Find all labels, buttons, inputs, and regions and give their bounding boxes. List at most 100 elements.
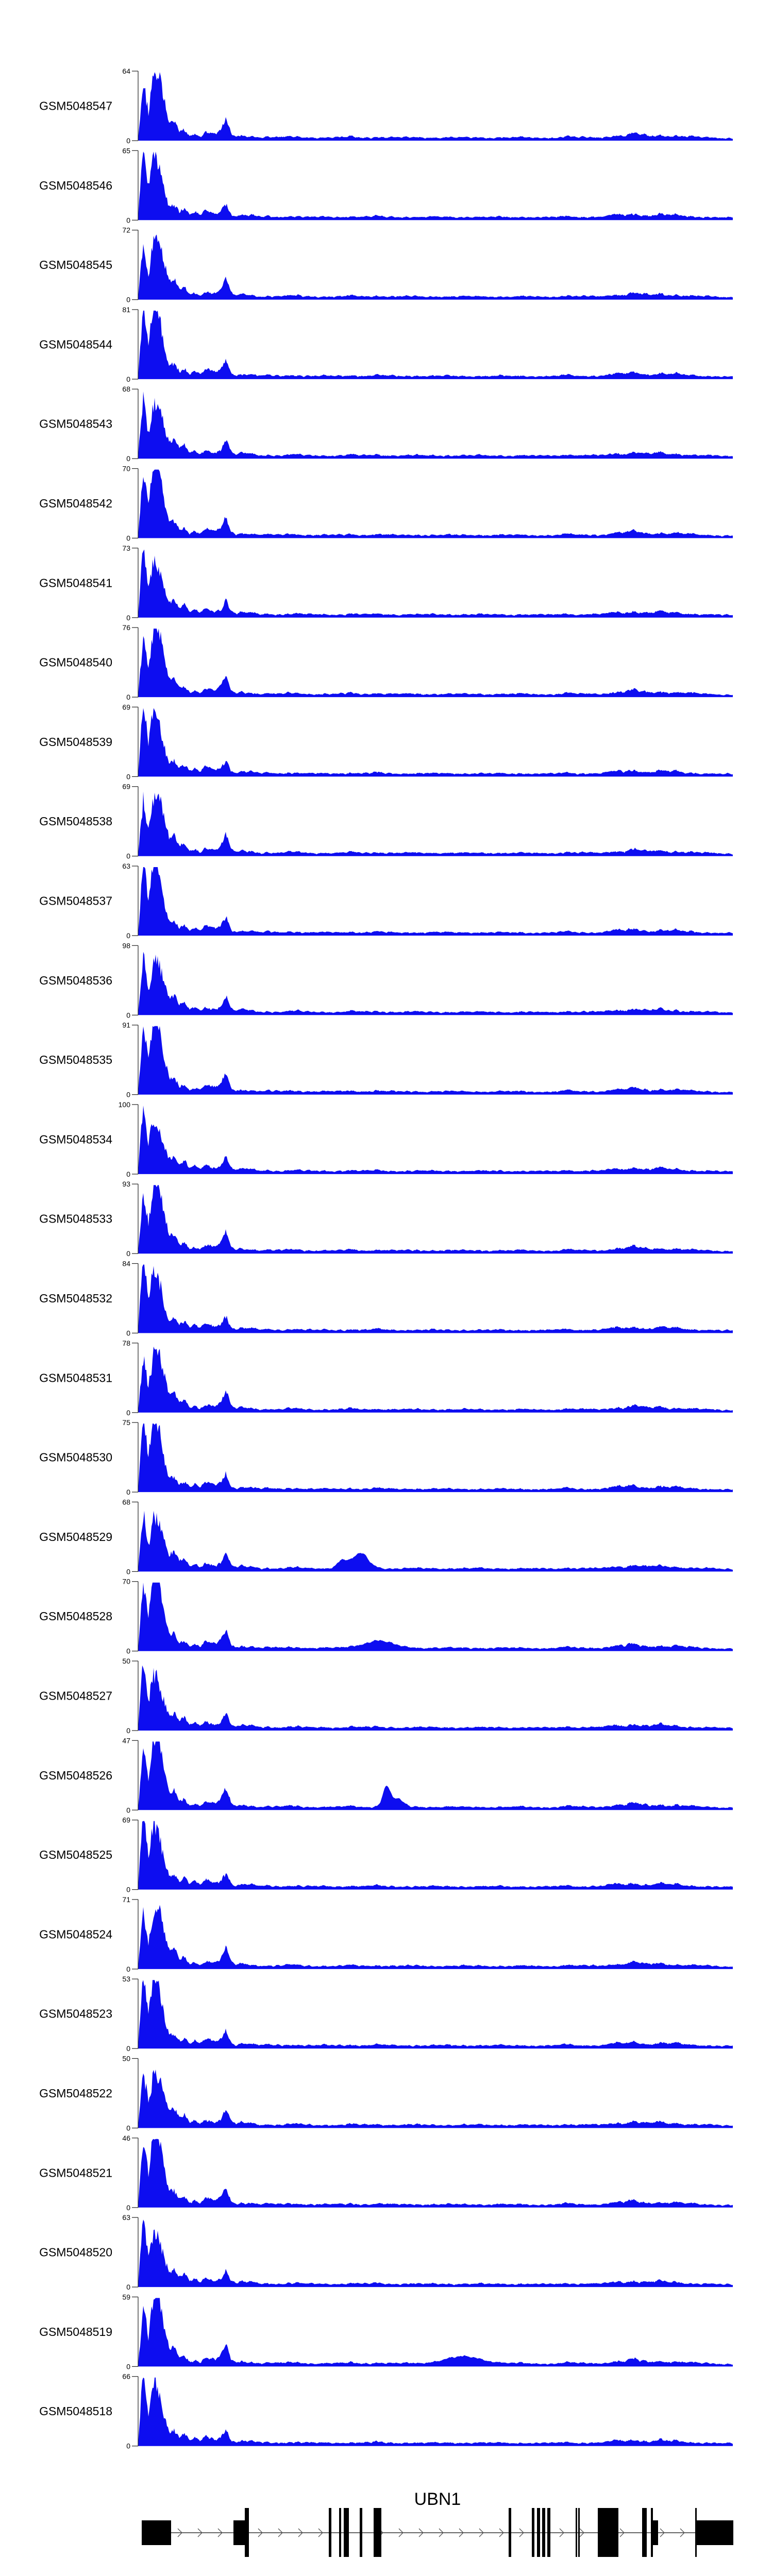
track-sample-label: GSM5048527	[39, 1689, 112, 1703]
track-sample-label: GSM5048518	[39, 2404, 112, 2418]
exon-cds-block	[642, 2508, 647, 2557]
coverage-signal	[138, 391, 733, 459]
track-ymax-label: 50	[122, 2055, 130, 2063]
track-yzero-label: 0	[126, 2204, 130, 2212]
exon-cds-block	[651, 2508, 653, 2557]
exon-cds-block	[576, 2508, 577, 2557]
coverage-signal	[138, 867, 733, 936]
track-sample-label: GSM5048534	[39, 1132, 112, 1146]
signal-track: 53 0 GSM5048523	[39, 1975, 733, 2053]
track-yzero-label: 0	[126, 1091, 130, 1099]
gene-track: UBN1	[142, 2489, 733, 2557]
track-sample-label: GSM5048538	[39, 815, 112, 828]
track-sample-label: GSM5048543	[39, 417, 112, 431]
track-ymax-label: 84	[122, 1260, 130, 1268]
track-ymax-label: 68	[122, 1498, 130, 1506]
coverage-signal	[138, 1511, 733, 1572]
track-yzero-label: 0	[126, 137, 130, 145]
track-yzero-label: 0	[126, 1806, 130, 1814]
coverage-signal	[138, 234, 733, 300]
signal-track: 78 0 GSM5048531	[39, 1339, 733, 1417]
signal-track: 70 0 GSM5048528	[39, 1578, 733, 1655]
track-yzero-label: 0	[126, 1726, 130, 1735]
coverage-signal	[138, 1980, 733, 2049]
track-sample-label: GSM5048529	[39, 1530, 112, 1544]
signal-track: 50 0 GSM5048522	[39, 2055, 733, 2132]
coverage-signal	[138, 1346, 733, 1413]
coverage-signal	[138, 1423, 733, 1493]
exon-utr-block	[233, 2520, 245, 2545]
exon-cds-block	[245, 2508, 249, 2557]
strand-arrow	[258, 2528, 263, 2537]
track-ymax-label: 59	[122, 2293, 130, 2301]
coverage-signal	[138, 2069, 733, 2128]
strand-arrow	[459, 2528, 464, 2537]
track-ymax-label: 71	[122, 1895, 130, 1904]
track-yzero-label: 0	[126, 2124, 130, 2132]
strand-arrow	[298, 2528, 303, 2537]
strand-arrow	[439, 2528, 444, 2537]
strand-arrow	[680, 2528, 685, 2537]
strand-arrow	[177, 2528, 182, 2537]
track-yzero-label: 0	[126, 2044, 130, 2053]
signal-track: 81 0 GSM5048544	[39, 306, 733, 383]
coverage-signal	[138, 708, 733, 777]
coverage-tracks-layer: 640GSM5048547650GSM5048546720GSM50485458…	[39, 67, 733, 2450]
signal-track: 91 0 GSM5048535	[39, 1021, 733, 1099]
coverage-signal	[138, 1185, 733, 1254]
track-ymax-label: 70	[122, 465, 130, 473]
track-yzero-label: 0	[126, 1329, 130, 1337]
track-sample-label: GSM5048542	[39, 497, 112, 510]
track-yzero-label: 0	[126, 216, 130, 224]
signal-track: 46 0 GSM5048521	[39, 2134, 733, 2212]
track-ymax-label: 68	[122, 385, 130, 393]
track-sample-label: GSM5048544	[39, 337, 112, 351]
track-ymax-label: 69	[122, 703, 130, 711]
track-sample-label: GSM5048526	[39, 1769, 112, 1782]
strand-arrow	[278, 2528, 283, 2537]
coverage-signal	[138, 2219, 733, 2287]
signal-track: 50 0 GSM5048527	[39, 1657, 733, 1735]
track-yzero-label: 0	[126, 1488, 130, 1496]
strand-arrow	[559, 2528, 564, 2537]
signal-track: 73 0 GSM5048541	[39, 544, 733, 622]
track-sample-label: GSM5048535	[39, 1053, 112, 1066]
track-sample-label: GSM5048547	[39, 99, 112, 113]
strand-arrow	[579, 2528, 584, 2537]
track-ymax-label: 69	[122, 783, 130, 791]
exon-utr-block	[653, 2520, 658, 2545]
strand-arrow	[519, 2528, 524, 2537]
track-ymax-label: 66	[122, 2372, 130, 2381]
signal-track: 47 0 GSM5048526	[39, 1736, 733, 1814]
coverage-signal	[138, 952, 733, 1015]
track-sample-label: GSM5048545	[39, 258, 112, 272]
coverage-signal	[138, 1821, 733, 1890]
coverage-signal	[138, 1105, 733, 1174]
track-yzero-label: 0	[126, 2442, 130, 2450]
track-sample-label: GSM5048546	[39, 179, 112, 192]
track-sample-label: GSM5048524	[39, 1927, 112, 1941]
signal-track: 69 0 GSM5048538	[39, 783, 733, 860]
coverage-signal	[138, 1026, 733, 1095]
track-yzero-label: 0	[126, 454, 130, 463]
coverage-signal	[138, 1741, 733, 1810]
coverage-signal	[138, 629, 733, 698]
signal-track: 65 0 GSM5048546	[39, 146, 733, 224]
track-sample-label: GSM5048532	[39, 1292, 112, 1305]
signal-track: 76 0 GSM5048540	[39, 623, 733, 701]
signal-track: 72 0 GSM5048545	[39, 226, 733, 304]
track-yzero-label: 0	[126, 1170, 130, 1178]
track-sample-label: GSM5048521	[39, 2166, 112, 2179]
track-ymax-label: 46	[122, 2134, 130, 2142]
coverage-signal	[138, 1665, 733, 1731]
track-yzero-label: 0	[126, 2362, 130, 2370]
signal-track: 70 0 GSM5048542	[39, 465, 733, 543]
track-sample-label: GSM5048525	[39, 1848, 112, 1861]
track-ymax-label: 69	[122, 1816, 130, 1824]
track-yzero-label: 0	[126, 1647, 130, 1655]
track-sample-label: GSM5048537	[39, 894, 112, 908]
exon-cds-block	[695, 2508, 697, 2557]
track-ymax-label: 73	[122, 544, 130, 552]
